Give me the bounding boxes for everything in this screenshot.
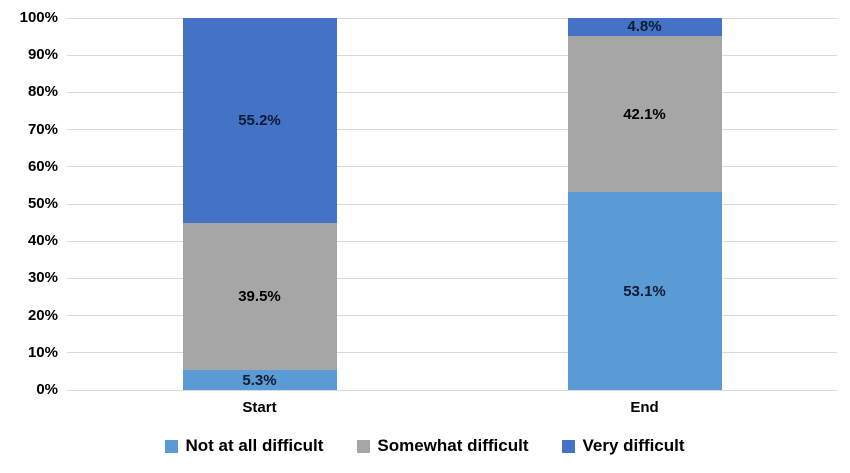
x-axis-category-label: Start [242,399,277,416]
y-axis-tick-label: 30% [27,269,58,287]
data-label: 4.8% [627,18,662,36]
y-axis-tick-label: 0% [36,381,58,398]
y-axis-tick-label: 40% [27,232,58,250]
y-axis-tick-label: 50% [27,195,58,212]
legend: Not at all difficult Somewhat difficult Ve… [0,436,850,456]
y-axis-tick-label: 20% [27,306,58,324]
legend-label: Very difficult [582,436,685,455]
bar-segment: 39.5% [182,223,337,371]
data-label: 53.1% [623,282,666,300]
gridline [67,17,837,19]
legend-label: Somewhat difficult [377,436,529,455]
gridline [67,352,837,354]
gridline [67,389,837,391]
legend-item: Very difficult [562,436,685,456]
gridline [67,240,837,242]
gridline [67,129,837,131]
bar-segment: 53.1% [567,192,722,390]
legend-swatch-icon [165,439,179,453]
data-label: 39.5% [238,288,281,306]
gridline [67,54,837,56]
bar-segment: 5.3% [182,370,337,390]
gridline [67,277,837,279]
legend-item: Not at all difficult [165,436,323,456]
data-label: 55.2% [238,112,281,130]
legend-swatch-icon [562,439,576,453]
gridline [67,91,837,93]
y-axis-tick-label: 70% [27,120,58,138]
gridline [67,203,837,205]
legend-label: Not at all difficult [185,436,324,455]
data-label: 5.3% [242,371,277,389]
bar-segment: 42.1% [567,35,722,193]
y-axis-tick-label: 80% [27,83,58,101]
y-axis-tick-label: 90% [27,46,58,64]
y-axis-tick-label: 100% [19,9,58,26]
gridline [67,166,837,168]
y-axis-tick-label: 60% [27,157,58,175]
data-label: 42.1% [623,105,666,123]
bar-segment: 55.2% [182,18,337,224]
gridline [67,315,837,317]
y-axis-tick-label: 10% [27,343,58,361]
bar-segment: 4.8% [567,18,722,36]
x-axis-category-label: End [630,399,659,416]
legend-item: Somewhat difficult [357,436,528,456]
legend-swatch-icon [357,439,371,453]
